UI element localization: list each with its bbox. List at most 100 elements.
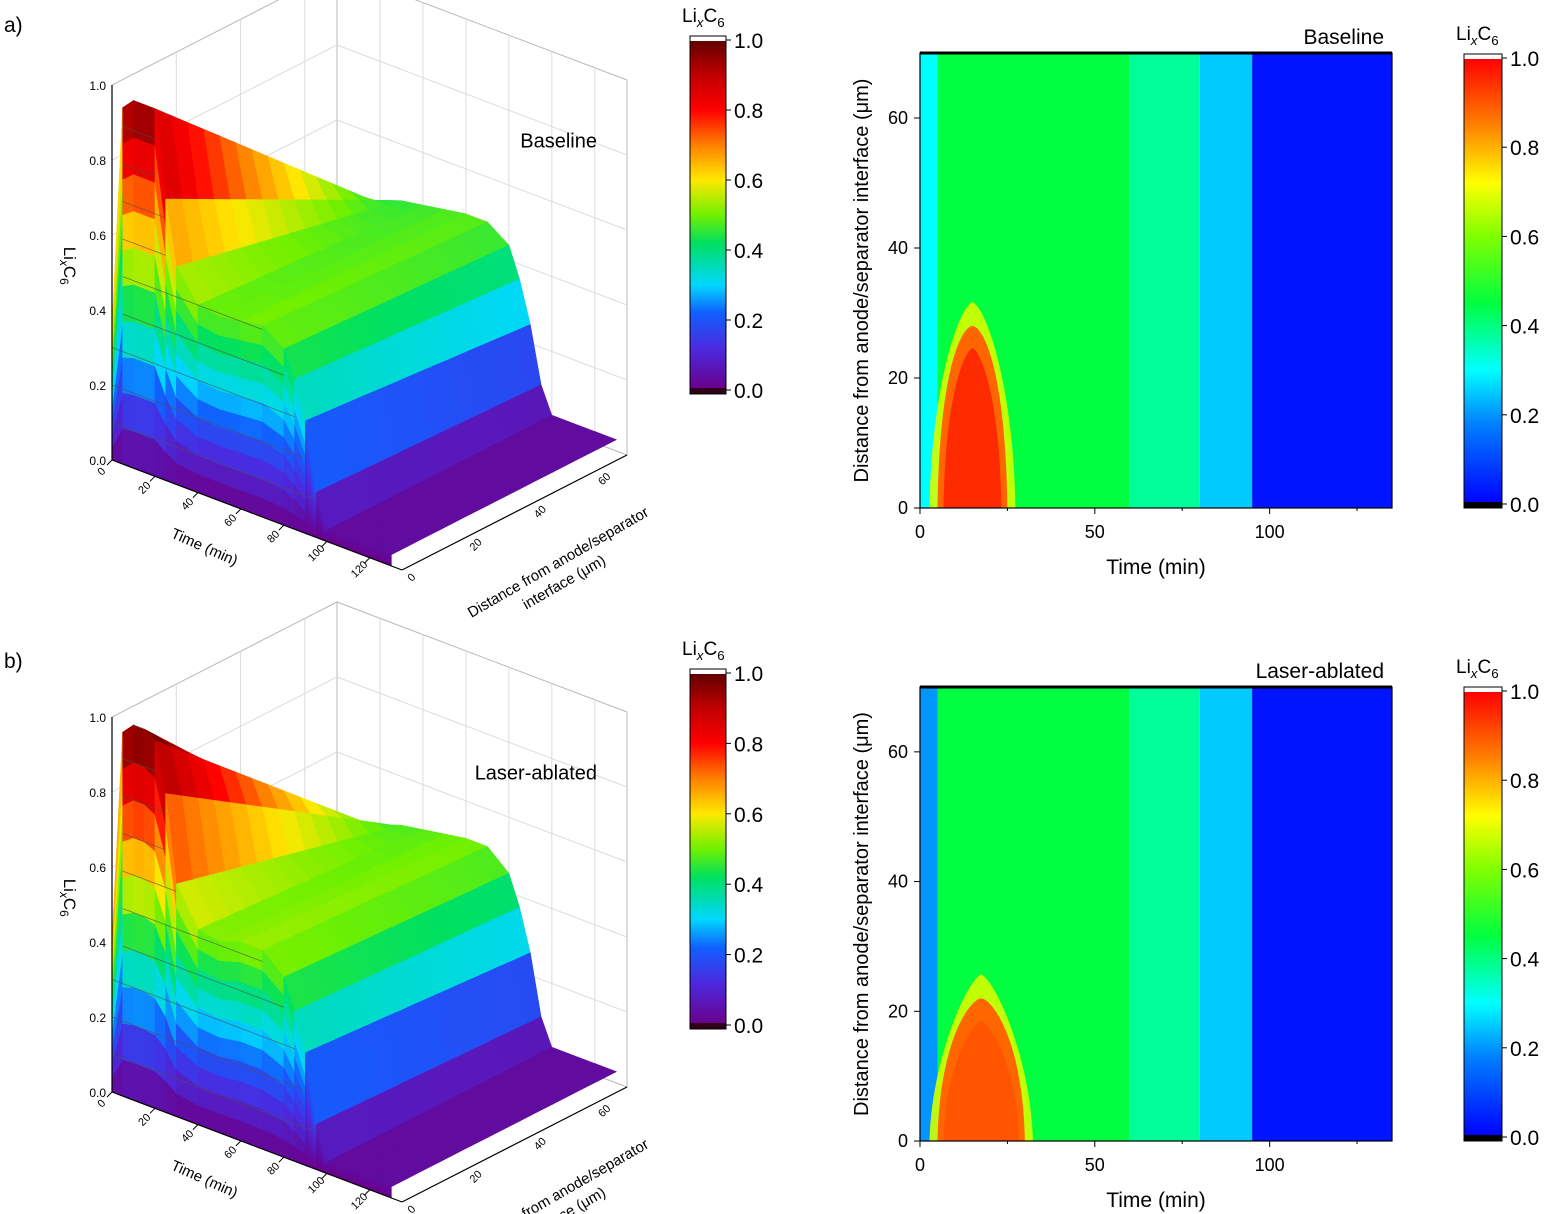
colorbar-gradient [690, 673, 726, 1025]
time-tick-label: 80 [265, 1160, 282, 1177]
distance-axis-label-1: Distance from anode/separator [465, 1136, 652, 1214]
z-tick-label: 0.0 [89, 454, 106, 468]
colorbar-tick-label: 0.2 [1510, 1038, 1539, 1061]
surface-front-face [133, 1024, 145, 1068]
colorbar-tick-label: 0.2 [1510, 405, 1539, 428]
time-tick-label: 120 [349, 1191, 370, 1212]
y-axis-label: Distance from anode/separator interface … [851, 79, 873, 483]
colorbar-heatmap-a: LixC6 0.0 0.2 0.4 0.6 0.8 1.0 [1456, 24, 1540, 517]
time-tick-mark [192, 492, 199, 498]
surface-front-face [122, 949, 134, 988]
surface-contour [133, 724, 145, 730]
heatmap-hotspot-core [943, 348, 1002, 508]
distance-tick-label: 20 [468, 536, 485, 553]
back-wall-grid [336, 44, 628, 156]
time-tick-label: 120 [349, 559, 370, 580]
surface-front-face [143, 324, 156, 367]
back-wall-grid [336, 676, 628, 788]
colorbar-tick-label: 0.8 [734, 100, 763, 123]
surface-contour [111, 384, 306, 459]
distance-tick-label: 40 [532, 1136, 549, 1153]
colorbar-frame [689, 35, 727, 395]
y-tick-label: 60 [888, 742, 908, 762]
surface-front-face [133, 210, 145, 253]
heatmap-region [1199, 53, 1253, 508]
colorbar-tick-label: 0.0 [1510, 494, 1539, 517]
time-tick-mark [149, 475, 156, 482]
z-tick-label: 1.0 [89, 79, 106, 93]
colorbar-tick-label: 0.2 [734, 310, 763, 333]
x-axis-label: Time (min) [1106, 1189, 1206, 1212]
time-tick-label: 20 [136, 1112, 153, 1129]
colorbar-tick-label: 0.4 [1510, 316, 1540, 339]
surface-front-face [133, 874, 145, 918]
colorbar-tick-label: 0.2 [734, 945, 763, 968]
surface-front-face [133, 912, 145, 955]
colorbar-tick-label: 0.6 [734, 804, 763, 827]
distance-tick-label: 0 [405, 571, 418, 584]
time-tick-label: 60 [222, 512, 239, 529]
surface-front-face [133, 987, 145, 1030]
surface-front-face [133, 394, 145, 436]
heatmap-chart-b: 0 50 100 0 20 40 60 Time (min) Distance from ano… [851, 660, 1393, 1212]
surface-contour [111, 347, 295, 418]
back-wall-grid [336, 119, 628, 231]
surface-front-face [122, 912, 134, 951]
time-tick-label: 80 [265, 528, 282, 545]
surface-front-face [122, 173, 134, 216]
colorbar-tick-label: 0.0 [734, 380, 763, 403]
surface-contour [122, 945, 285, 1008]
panel-annotation: Laser-ablated [475, 763, 597, 785]
time-tick-mark [278, 524, 285, 531]
surface-front-face [122, 392, 134, 432]
surface-front-face [122, 356, 134, 395]
surface-front-face [219, 979, 242, 1003]
panel-annotation: Baseline [520, 131, 597, 153]
colorbar-bottom-cap [1464, 502, 1502, 508]
colorbar-tick-label: 0.0 [734, 1015, 763, 1038]
surface-front-face [143, 1028, 156, 1072]
surface-front-face [122, 210, 134, 251]
colorbar-tick-label: 0.6 [1510, 859, 1539, 882]
heatmap-hotspot-core [943, 1020, 1019, 1141]
colorbar-title: LixC6 [1456, 24, 1499, 48]
colorbar-tick-label: 1.0 [1510, 48, 1539, 71]
colorbar-gradient [1464, 691, 1502, 1137]
surface-front-face [143, 214, 156, 257]
time-tick-mark [364, 557, 371, 564]
distance-tick-label: 60 [596, 1103, 613, 1120]
distance-tick-label: 0 [405, 1203, 418, 1214]
surface-front-face [122, 100, 134, 144]
heatmap-region [1252, 53, 1392, 508]
surface-front-face [133, 799, 145, 843]
colorbar-tick-label: 0.4 [734, 874, 764, 897]
heatmap-region [1129, 687, 1200, 1141]
z-tick-label: 0.0 [89, 1086, 106, 1100]
time-tick-mark [106, 459, 113, 466]
time-tick-label: 20 [136, 480, 153, 497]
surface-front-face [133, 837, 145, 880]
distance-tick-label: 60 [596, 471, 613, 488]
colorbar-tick-label: 0.8 [734, 733, 763, 756]
distance-axis-label-1: Distance from anode/separator [465, 504, 652, 622]
heatmap-region [1252, 687, 1392, 1141]
surface-front-face [143, 361, 156, 404]
panel-label-a: a) [4, 14, 23, 37]
colorbar-tick-label: 1.0 [734, 663, 763, 686]
distance-tick-label: 20 [468, 1168, 485, 1185]
colorbar-top-cap [690, 36, 726, 41]
surface-front-face [122, 428, 134, 469]
colorbar-bottom-cap [1464, 1135, 1502, 1141]
heatmap-region [920, 687, 938, 1141]
surface-front-face [122, 1059, 134, 1101]
time-tick-label: 60 [222, 1144, 239, 1161]
x-tick-label: 100 [1255, 1155, 1285, 1175]
colorbar-tick-label: 1.0 [734, 30, 763, 53]
time-tick-label: 40 [179, 496, 196, 513]
surface-contour [122, 276, 263, 330]
y-tick-label: 0 [898, 1131, 908, 1151]
surface-contour [122, 126, 156, 140]
surface-front-face [143, 104, 156, 146]
distance-tick-label: 40 [532, 504, 549, 521]
